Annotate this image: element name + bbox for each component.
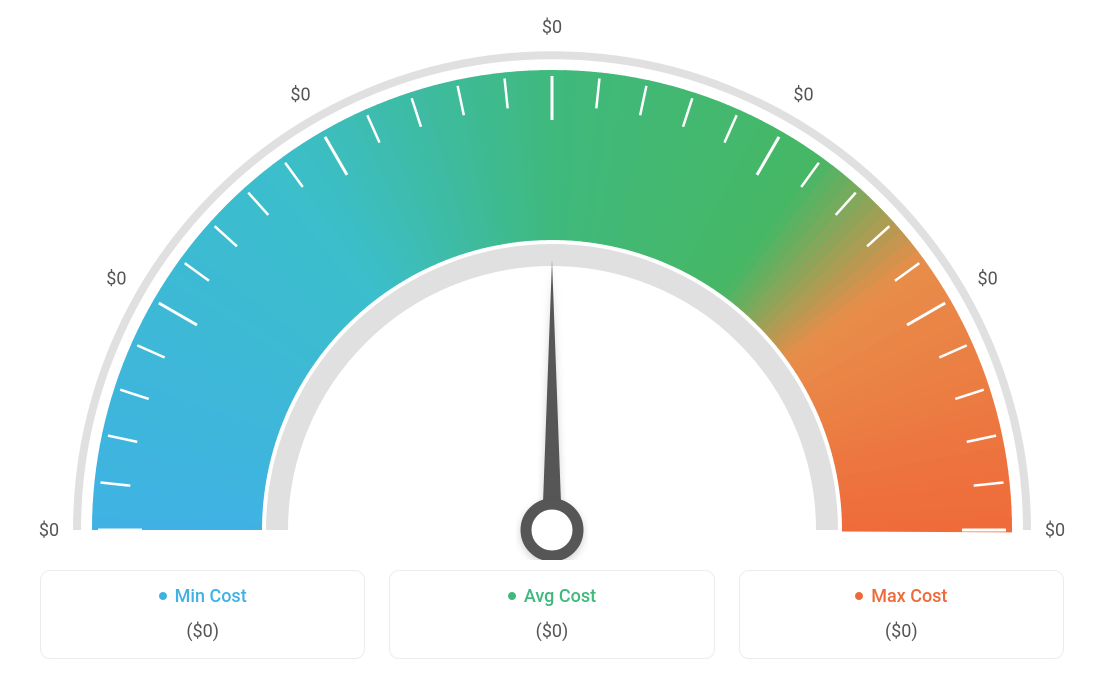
legend-card-max: Max Cost ($0)	[739, 570, 1064, 659]
legend-title-min: Min Cost	[159, 586, 247, 607]
legend-title-max: Max Cost	[855, 586, 947, 607]
svg-text:$0: $0	[39, 520, 59, 541]
gauge-svg: $0 $0 $0 $0 $0 $0 $0	[0, 0, 1104, 560]
svg-text:$0: $0	[106, 269, 126, 290]
legend-title-avg: Avg Cost	[508, 586, 596, 607]
svg-text:$0: $0	[793, 84, 813, 105]
legend-value-min: ($0)	[51, 621, 354, 642]
svg-text:$0: $0	[290, 84, 310, 105]
gauge-chart: $0 $0 $0 $0 $0 $0 $0	[0, 0, 1104, 560]
legend-dot-max	[855, 592, 863, 600]
legend-label-avg: Avg Cost	[524, 586, 596, 607]
legend-value-avg: ($0)	[400, 621, 703, 642]
legend-card-avg: Avg Cost ($0)	[389, 570, 714, 659]
legend-card-min: Min Cost ($0)	[40, 570, 365, 659]
svg-text:$0: $0	[977, 269, 997, 290]
legend-row: Min Cost ($0) Avg Cost ($0) Max Cost ($0…	[0, 570, 1104, 659]
legend-dot-avg	[508, 592, 516, 600]
legend-value-max: ($0)	[750, 621, 1053, 642]
legend-label-max: Max Cost	[871, 586, 947, 607]
legend-label-min: Min Cost	[175, 586, 247, 607]
legend-dot-min	[159, 592, 167, 600]
svg-text:$0: $0	[542, 17, 562, 38]
svg-text:$0: $0	[1045, 520, 1065, 541]
